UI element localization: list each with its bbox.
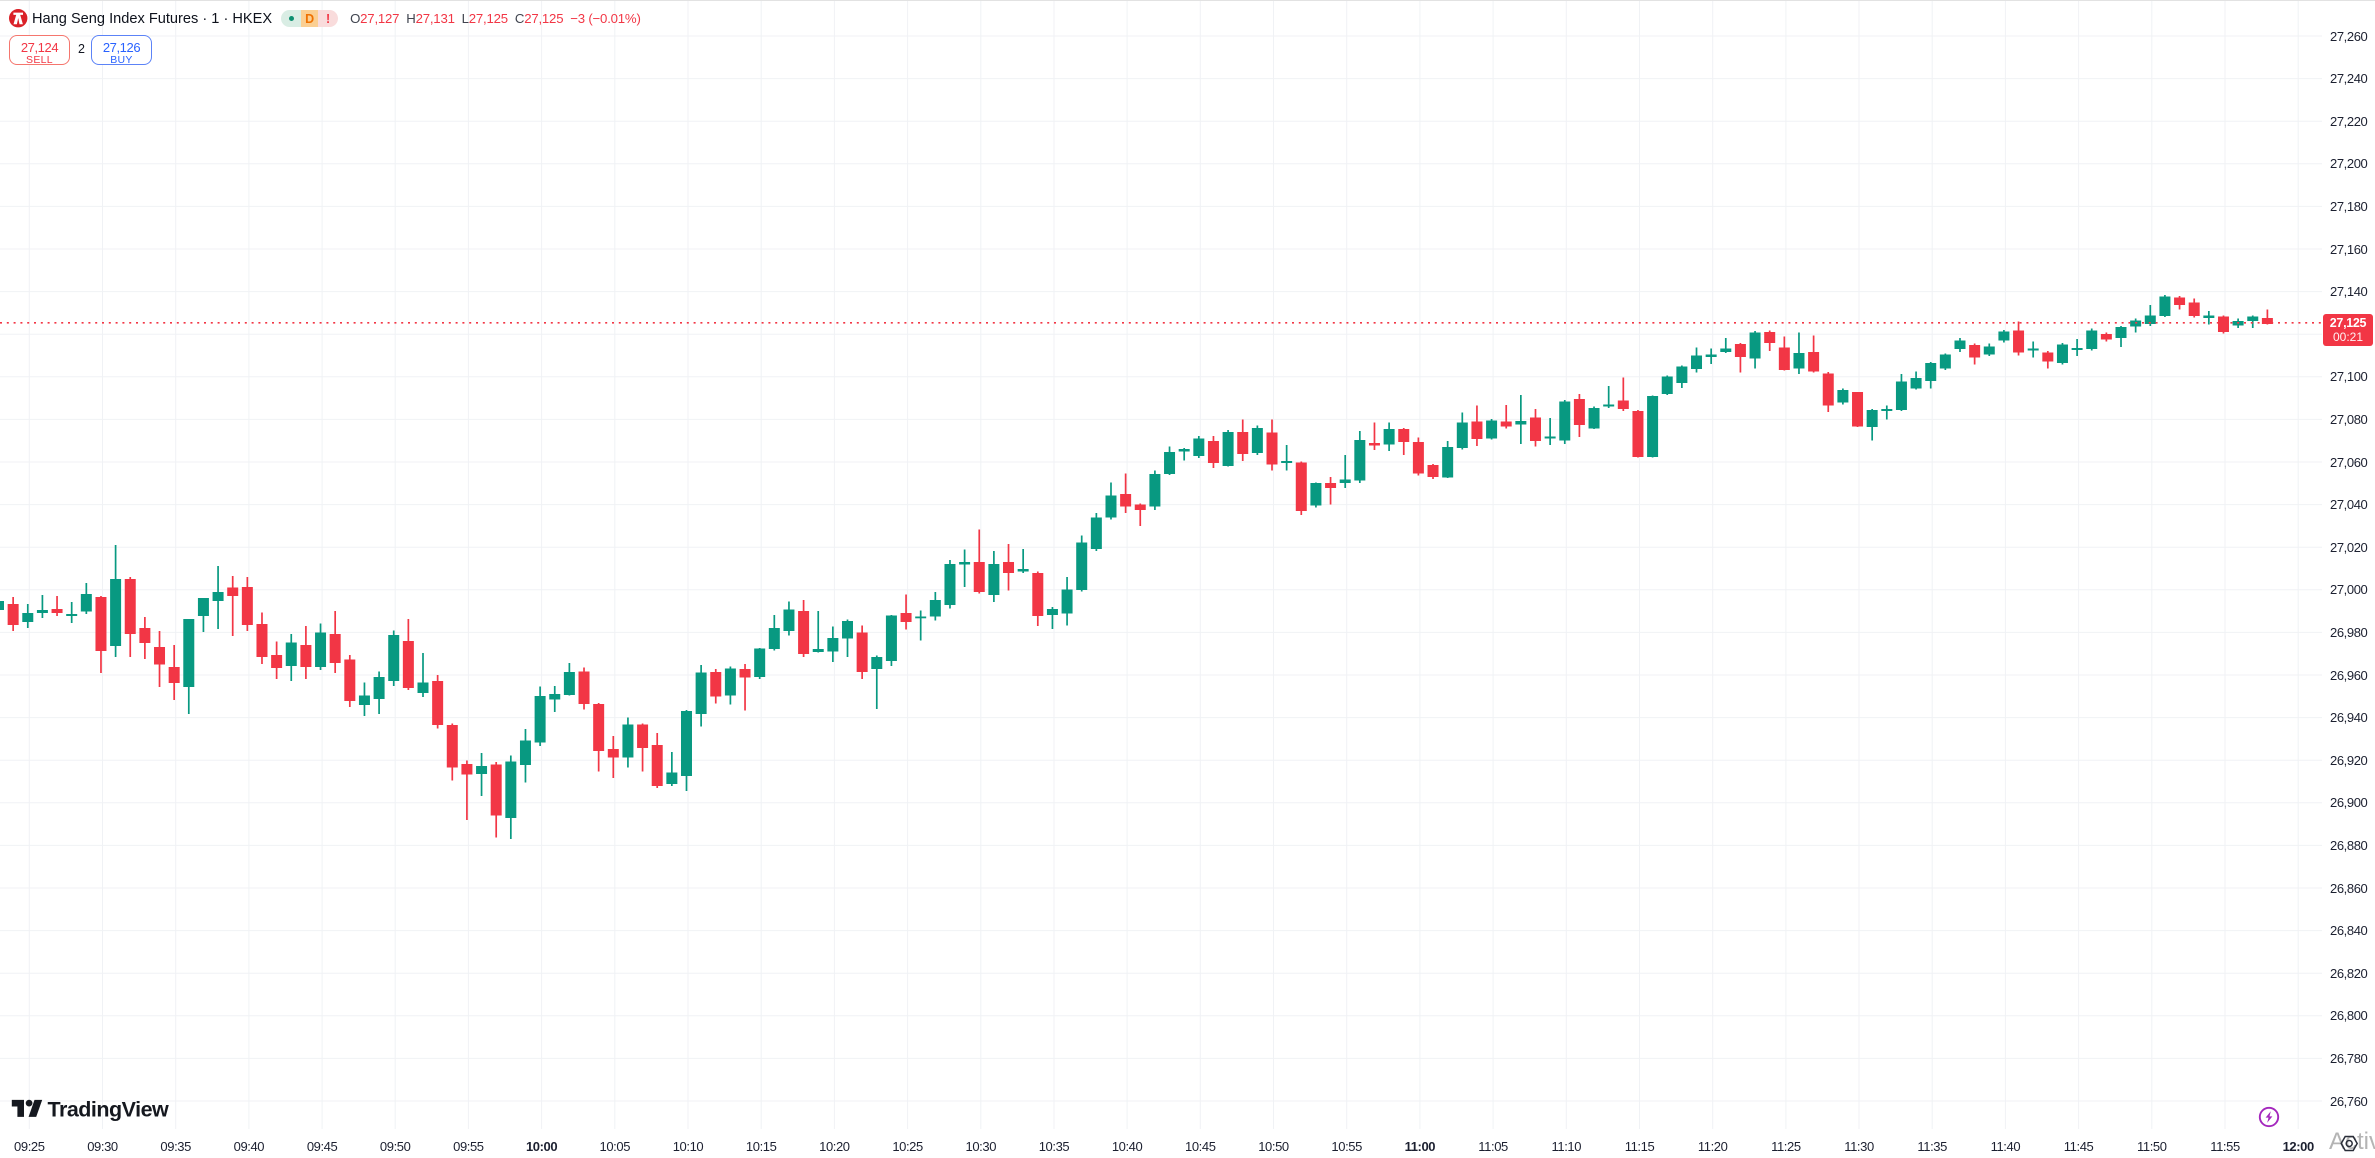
svg-text:TradingView: TradingView (48, 1098, 170, 1122)
